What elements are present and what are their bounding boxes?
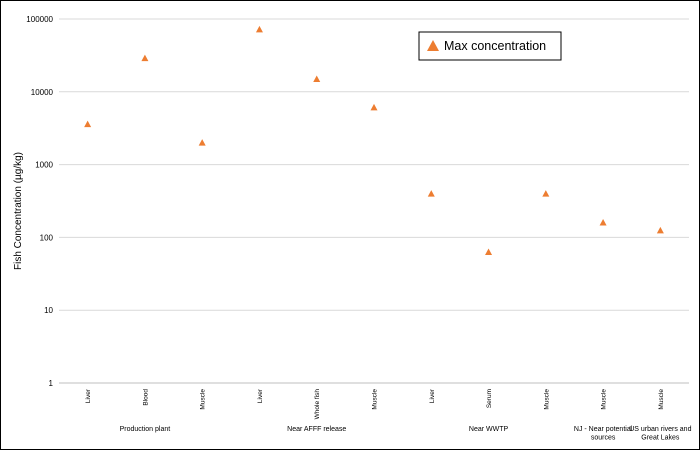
data-point [427,190,435,197]
group-label: Near WWTP [469,426,509,433]
category-label: Whole fish [314,389,321,420]
category-label: Muscle [601,389,608,410]
data-point [599,219,607,226]
legend-triangle-icon [427,40,439,51]
legend-box [418,31,562,61]
data-point [485,248,493,256]
category-label: Muscle [543,389,550,410]
data-point [84,120,92,128]
data-point [370,103,378,111]
data-point [313,75,321,82]
group-label: US urban rivers and [629,426,691,433]
data-point [141,54,149,62]
y-tick-label: 10000 [31,88,54,97]
category-label: Muscle [200,389,207,410]
data-point [255,25,263,33]
category-label: Liver [257,388,264,403]
y-axis-tick-labels: 1 10 100 1000 10000 100000 [26,15,53,388]
y-tick-label: 100000 [26,15,53,24]
legend-label: Max concentration [444,39,546,53]
legend: Max concentration [418,31,562,61]
group-label: NJ - Near potential [574,426,633,433]
category-label: Liver [429,388,436,403]
gridlines [59,18,689,384]
data-point [542,190,550,197]
data-point [656,226,664,234]
group-label: sources [591,435,616,442]
category-label: Muscle [658,389,665,410]
group-label: Near AFFF release [287,426,346,433]
data-points [84,25,664,256]
category-label: Blood [142,389,149,406]
y-axis-label: Fish Concentration (µg/kg) [13,152,24,270]
y-tick-label: 100 [40,233,54,242]
data-point [198,139,206,146]
y-tick-label: 1 [49,379,54,388]
group-label: Great Lakes [641,435,680,442]
group-label: Production plant [120,426,171,433]
category-label: Liver [85,388,92,403]
category-label: Serum [486,389,493,408]
group-labels: Production plant Near AFFF release Near WW… [120,426,692,442]
y-tick-label: 1000 [35,161,53,170]
category-labels: Liver Blood Muscle Liver Whole fish Muscle Liv… [85,388,665,419]
category-label: Muscle [372,389,379,410]
y-tick-label: 10 [44,306,53,315]
